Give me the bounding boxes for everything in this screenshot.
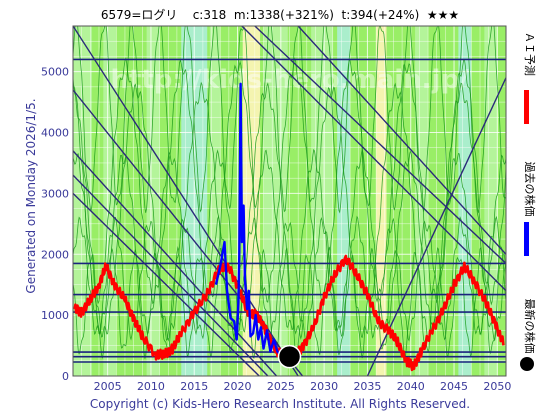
latest-price-marker [277, 344, 302, 369]
legend-ai-forecast-swatch [524, 90, 529, 124]
y-tick-label: 4000 [41, 127, 69, 140]
trend-line [73, 174, 269, 376]
background-band [103, 26, 117, 376]
title-ticker: 6579=ログリ [100, 8, 178, 22]
trend-line [366, 77, 506, 376]
trend-line [73, 192, 260, 376]
title-current: c:318 [192, 8, 227, 22]
x-tick-label: 2010 [137, 380, 165, 393]
y-tick-label: 5000 [41, 66, 69, 79]
chart-title: 6579=ログリ c:318 m:1338(+321%) t:394(+24%)… [0, 6, 560, 23]
x-tick-label: 2005 [94, 380, 122, 393]
y-tick-label: 0 [62, 370, 69, 383]
background-band [146, 26, 160, 376]
trend-line [241, 26, 506, 292]
y-tick-label: 1000 [41, 309, 69, 322]
title-max: m:1338(+321%) [233, 8, 334, 22]
legend-past-price-label: 過去の株価 [523, 161, 536, 217]
indicator-line [73, 245, 506, 361]
legend-ai-forecast-label: ＡＩ予測 [523, 32, 536, 76]
indicator-line [73, 215, 506, 342]
watermark-text: http://kids-hero.main.jp/ [110, 65, 469, 95]
trend-line [254, 26, 506, 264]
x-tick-label: 2045 [440, 380, 468, 393]
trend-line [73, 150, 278, 376]
y-tick-label: 2000 [41, 248, 69, 261]
copyright-footer: Copyright (c) Kids-Hero Research Institu… [89, 397, 471, 411]
past-price-line [214, 82, 286, 358]
x-tick-label: 2040 [397, 380, 425, 393]
background-band [209, 26, 221, 376]
indicator-line [73, 57, 506, 306]
x-tick-label: 2030 [310, 380, 338, 393]
legend-latest-price-label: 最新の株価 [523, 298, 536, 354]
legend-latest-price-dot [520, 357, 534, 371]
x-tick-label: 2025 [267, 380, 295, 393]
x-tick-label: 2020 [224, 380, 252, 393]
title-min: t:394(+24%) [341, 8, 420, 22]
title-rating: ★★★ [426, 8, 460, 22]
indicator-line [73, 26, 506, 214]
trend-line [297, 26, 506, 255]
background-band [484, 26, 498, 376]
x-tick-label: 2015 [180, 380, 208, 393]
generated-date-label: Generated on Monday 2026/1/5. [24, 98, 38, 294]
x-tick-label: 2050 [483, 380, 511, 393]
x-tick-label: 2035 [353, 380, 381, 393]
y-tick-label: 3000 [41, 187, 69, 200]
legend-past-price-swatch [524, 222, 529, 256]
legend: ＡＩ予測 過去の株価 最新の株価 [508, 26, 558, 382]
plot-frame [72, 25, 507, 377]
